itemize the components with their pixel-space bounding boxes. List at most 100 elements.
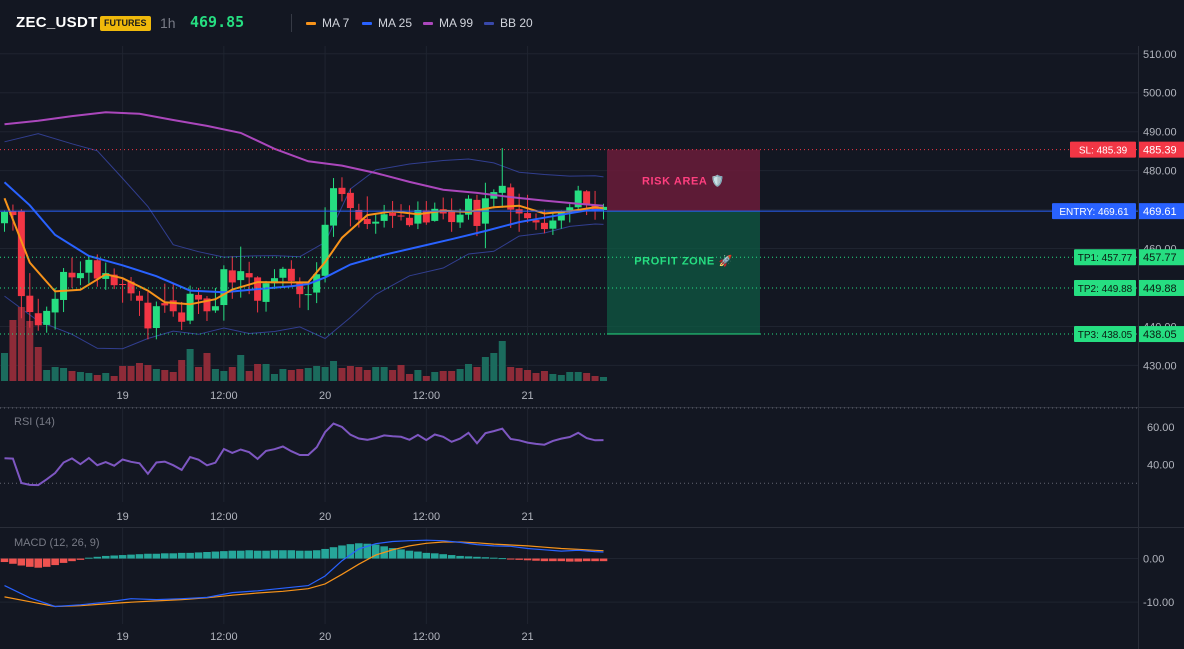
volume-bar bbox=[566, 372, 574, 381]
candle-body bbox=[346, 192, 354, 209]
volume-bar bbox=[102, 373, 110, 381]
legend-ma7-label: MA 7 bbox=[322, 16, 350, 30]
macd-histogram-bar bbox=[101, 555, 110, 559]
candle-body bbox=[203, 298, 211, 312]
tp2-level-tag-text: TP2: 449.88 bbox=[1078, 284, 1133, 295]
macd-histogram-bar bbox=[591, 558, 599, 562]
macd-histogram-bar bbox=[388, 548, 397, 559]
volume-bar bbox=[93, 375, 101, 381]
macd-histogram-bar bbox=[34, 558, 43, 568]
macd-histogram-bar bbox=[464, 556, 473, 559]
macd-histogram-bar bbox=[498, 558, 507, 560]
volume-bar bbox=[85, 373, 93, 381]
candle-body bbox=[431, 208, 439, 221]
volume-bar bbox=[228, 367, 236, 381]
macd-histogram-bar bbox=[304, 550, 313, 559]
macd-histogram-bar bbox=[93, 556, 102, 559]
volume-bar bbox=[296, 369, 304, 381]
legend-ma99-label: MA 99 bbox=[439, 16, 474, 30]
last-price: 469.85 bbox=[190, 13, 245, 31]
candle-body bbox=[144, 302, 152, 329]
candle-body bbox=[34, 313, 42, 326]
timeframe-label[interactable]: 1h bbox=[160, 15, 176, 31]
macd-histogram-bar bbox=[414, 551, 422, 559]
volume-bar bbox=[540, 371, 548, 381]
volume-bar bbox=[270, 374, 278, 381]
price-axis-tick: 430.00 bbox=[1143, 360, 1177, 372]
legend-ma7-swatch bbox=[306, 21, 316, 25]
candle-body bbox=[380, 214, 388, 221]
risk-area-label: RISK AREA 🛡️ bbox=[642, 174, 725, 187]
rsi-axis-tick: 40.00 bbox=[1147, 459, 1175, 471]
volume-bar bbox=[583, 373, 591, 381]
macd-signal-line bbox=[4, 541, 604, 608]
tp2-level-axis-value: 449.88 bbox=[1143, 283, 1177, 295]
macd-histogram-bar bbox=[456, 555, 464, 559]
candle-body bbox=[270, 278, 278, 284]
tp2-level-tag bbox=[1074, 279, 1136, 296]
volume-bar bbox=[380, 367, 388, 381]
volume-bar bbox=[9, 320, 17, 381]
volume-bar bbox=[161, 370, 169, 381]
profit-zone bbox=[607, 211, 760, 335]
candle-body bbox=[355, 209, 363, 220]
candle-body bbox=[220, 269, 228, 306]
candle-body bbox=[313, 274, 321, 293]
volume-bar bbox=[591, 376, 599, 381]
candle-body bbox=[532, 220, 540, 223]
volume-bar bbox=[127, 366, 135, 381]
legend-ma25[interactable]: MA 25 bbox=[362, 16, 412, 30]
volume-bar bbox=[507, 367, 515, 381]
candle-body bbox=[17, 210, 25, 297]
macd-histogram-bar bbox=[211, 551, 220, 559]
volume-bar bbox=[245, 371, 253, 381]
volume-bar bbox=[338, 368, 346, 381]
volume-bar bbox=[152, 369, 160, 381]
volume-bar bbox=[372, 367, 380, 381]
candle-body bbox=[524, 213, 532, 219]
legend-ma7[interactable]: MA 7 bbox=[306, 16, 349, 30]
volume-bar bbox=[43, 370, 51, 381]
volume-bar bbox=[397, 365, 405, 381]
volume-bar bbox=[119, 366, 127, 381]
candle-body bbox=[169, 300, 177, 312]
candle-body bbox=[9, 211, 17, 216]
profit-zone-label: PROFIT ZONE 🚀 bbox=[634, 255, 733, 268]
macd-histogram-bar bbox=[295, 550, 304, 559]
volume-bar bbox=[465, 364, 473, 381]
tp1-level-axis-label bbox=[1139, 249, 1184, 266]
volume-bar bbox=[34, 347, 42, 381]
macd-histogram-bar bbox=[540, 558, 549, 562]
macd-histogram-bar bbox=[135, 554, 144, 559]
x-axis-tick-label: 12:00 bbox=[210, 390, 238, 402]
symbol-title[interactable]: ZEC_USDT bbox=[16, 14, 98, 31]
candle-body bbox=[507, 187, 515, 210]
tp3-level-axis-value: 438.05 bbox=[1143, 329, 1177, 341]
volume-bar bbox=[405, 374, 413, 381]
macd-histogram-bar bbox=[203, 552, 211, 559]
x-axis-tick-label: 20 bbox=[319, 631, 331, 643]
price-axis-tick: 490.00 bbox=[1143, 127, 1177, 139]
legend-ma25-swatch bbox=[362, 21, 372, 25]
bb-upper-line bbox=[4, 133, 604, 258]
tp3-level-tag bbox=[1074, 326, 1136, 343]
volume-bar bbox=[330, 361, 338, 381]
volume-bar bbox=[76, 372, 84, 381]
candle-body bbox=[186, 293, 194, 321]
legend-ma99[interactable]: MA 99 bbox=[423, 16, 473, 30]
x-axis-tick-label: 21 bbox=[521, 390, 533, 402]
candle-body bbox=[127, 281, 135, 294]
macd-histogram-bar bbox=[270, 550, 279, 559]
macd-histogram-bar bbox=[110, 555, 118, 559]
volume-bar bbox=[178, 360, 186, 381]
volume-bar bbox=[346, 366, 354, 381]
candle-body bbox=[279, 268, 287, 278]
x-axis-tick-label: 12:00 bbox=[413, 511, 441, 523]
volume-bar bbox=[287, 370, 295, 381]
macd-line bbox=[4, 539, 604, 608]
legend-bb20[interactable]: BB 20 bbox=[484, 16, 533, 30]
macd-histogram-bar bbox=[287, 550, 296, 559]
candle-body bbox=[600, 206, 607, 210]
macd-histogram-bar bbox=[515, 558, 523, 560]
